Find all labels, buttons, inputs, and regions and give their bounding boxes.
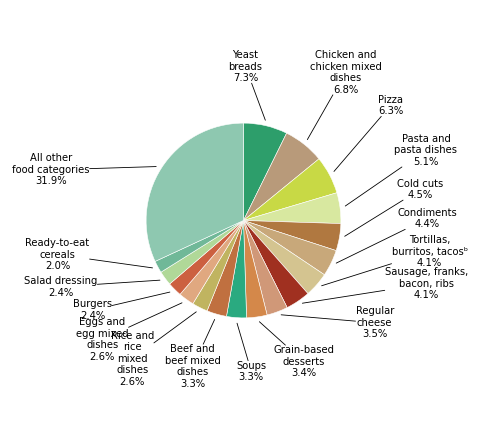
Wedge shape	[244, 193, 341, 224]
Text: Sausage, franks,
bacon, ribs
4.1%: Sausage, franks, bacon, ribs 4.1%	[302, 267, 468, 303]
Text: Salad dressing
2.4%: Salad dressing 2.4%	[24, 276, 160, 298]
Wedge shape	[169, 220, 244, 294]
Wedge shape	[155, 220, 244, 272]
Wedge shape	[244, 123, 287, 220]
Wedge shape	[244, 220, 336, 275]
Text: Cold cuts
4.5%: Cold cuts 4.5%	[345, 179, 444, 236]
Text: Tortillas,
burritos, tacosᵇ
4.1%: Tortillas, burritos, tacosᵇ 4.1%	[321, 235, 468, 286]
Text: Pasta and
pasta dishes
5.1%: Pasta and pasta dishes 5.1%	[345, 134, 457, 206]
Text: Regular
cheese
3.5%: Regular cheese 3.5%	[281, 306, 394, 340]
Text: Soups
3.3%: Soups 3.3%	[236, 323, 266, 382]
Text: Rice and
rice
mixed
dishes
2.6%: Rice and rice mixed dishes 2.6%	[111, 312, 196, 387]
Wedge shape	[161, 220, 244, 284]
Text: Grain-based
desserts
3.4%: Grain-based desserts 3.4%	[260, 322, 335, 378]
Wedge shape	[244, 133, 319, 220]
Wedge shape	[146, 123, 244, 262]
Wedge shape	[226, 220, 246, 318]
Text: Ready-to-eat
cereals
2.0%: Ready-to-eat cereals 2.0%	[25, 238, 152, 271]
Wedge shape	[244, 220, 324, 294]
Text: Yeast
breads
7.3%: Yeast breads 7.3%	[228, 50, 265, 120]
Wedge shape	[180, 220, 244, 304]
Wedge shape	[244, 220, 267, 318]
Wedge shape	[193, 220, 244, 311]
Text: Beef and
beef mixed
dishes
3.3%: Beef and beef mixed dishes 3.3%	[165, 319, 221, 389]
Wedge shape	[244, 220, 308, 307]
Text: Eggs and
egg mixed
dishes
2.6%: Eggs and egg mixed dishes 2.6%	[76, 303, 182, 362]
Text: Burgers
2.4%: Burgers 2.4%	[73, 292, 170, 321]
Wedge shape	[244, 159, 337, 220]
Text: Chicken and
chicken mixed
dishes
6.8%: Chicken and chicken mixed dishes 6.8%	[307, 50, 382, 140]
Wedge shape	[244, 220, 287, 315]
Text: Condiments
4.4%: Condiments 4.4%	[336, 208, 457, 263]
Wedge shape	[207, 220, 244, 316]
Text: Pizza
6.3%: Pizza 6.3%	[334, 95, 403, 172]
Text: All other
food categories
31.9%: All other food categories 31.9%	[12, 153, 156, 187]
Wedge shape	[244, 220, 341, 250]
